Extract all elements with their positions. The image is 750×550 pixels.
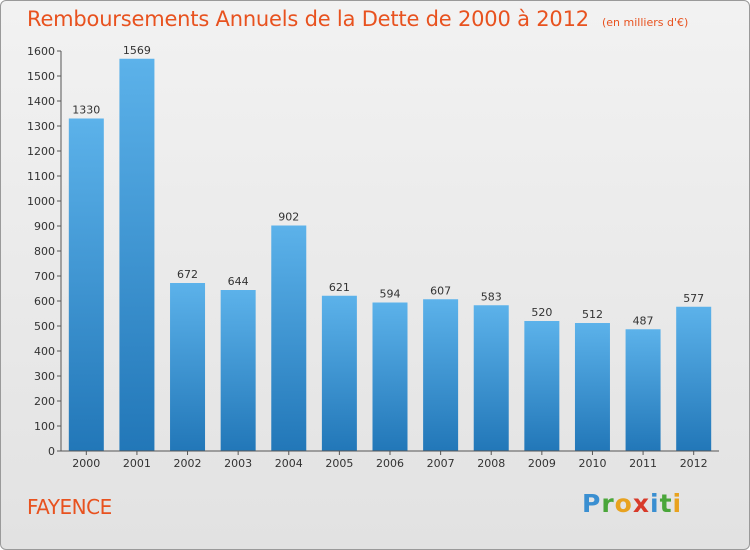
y-tick-label: 300 xyxy=(34,370,55,383)
x-tick-label: 2009 xyxy=(528,457,556,470)
bar xyxy=(625,329,661,451)
location-label: FAYENCE xyxy=(27,495,112,519)
data-label: 520 xyxy=(531,306,552,319)
bar xyxy=(574,323,610,451)
data-label: 607 xyxy=(430,284,451,297)
data-label: 644 xyxy=(228,275,249,288)
x-tick-label: 2003 xyxy=(224,457,252,470)
bar xyxy=(676,306,712,451)
y-tick-label: 400 xyxy=(34,345,55,358)
y-tick-label: 1200 xyxy=(27,145,55,158)
bar xyxy=(220,290,256,451)
data-label: 1330 xyxy=(72,104,100,117)
x-tick-label: 2008 xyxy=(477,457,505,470)
data-label: 1569 xyxy=(123,44,151,57)
y-tick-label: 100 xyxy=(34,420,55,433)
bar xyxy=(271,225,307,451)
bar xyxy=(423,299,459,451)
data-label: 487 xyxy=(633,314,654,327)
logo-letter: P xyxy=(582,489,602,518)
x-tick-label: 2006 xyxy=(376,457,404,470)
data-label: 594 xyxy=(380,288,401,301)
y-tick-label: 1600 xyxy=(27,45,55,58)
y-tick-label: 900 xyxy=(34,220,55,233)
bar xyxy=(119,58,155,451)
data-label: 512 xyxy=(582,308,603,321)
y-tick-label: 600 xyxy=(34,295,55,308)
chart-title-row: Remboursements Annuels de la Dette de 20… xyxy=(27,7,688,31)
y-tick-label: 0 xyxy=(48,445,55,458)
y-tick-label: 800 xyxy=(34,245,55,258)
logo-letter: x xyxy=(632,489,650,518)
chart-title: Remboursements Annuels de la Dette de 20… xyxy=(27,7,589,31)
x-tick-label: 2012 xyxy=(680,457,708,470)
x-tick-label: 2011 xyxy=(629,457,657,470)
logo-letter: i xyxy=(672,489,683,518)
y-tick-label: 1100 xyxy=(27,170,55,183)
data-label: 621 xyxy=(329,281,350,294)
bar xyxy=(170,283,206,451)
y-tick-label: 1000 xyxy=(27,195,55,208)
bar xyxy=(372,302,408,451)
logo-letter: t xyxy=(659,489,673,518)
x-tick-label: 2007 xyxy=(427,457,455,470)
y-tick-label: 1500 xyxy=(27,70,55,83)
y-tick-label: 1400 xyxy=(27,95,55,108)
y-tick-label: 700 xyxy=(34,270,55,283)
data-label: 672 xyxy=(177,268,198,281)
data-label: 577 xyxy=(683,292,704,305)
bar xyxy=(321,295,357,451)
x-tick-label: 2001 xyxy=(123,457,151,470)
x-tick-label: 2004 xyxy=(275,457,303,470)
x-tick-label: 2005 xyxy=(325,457,353,470)
proxiti-logo: Proxiti xyxy=(582,489,682,518)
logo-letter: o xyxy=(614,489,633,518)
data-label: 902 xyxy=(278,211,299,224)
bar xyxy=(524,321,560,451)
logo-letter: r xyxy=(601,489,615,518)
logo-letter: i xyxy=(650,489,660,518)
x-tick-label: 2000 xyxy=(72,457,100,470)
x-tick-label: 2010 xyxy=(578,457,606,470)
y-tick-label: 500 xyxy=(34,320,55,333)
x-tick-label: 2002 xyxy=(174,457,202,470)
bar xyxy=(473,305,509,451)
y-tick-label: 1300 xyxy=(27,120,55,133)
data-label: 583 xyxy=(481,290,502,303)
chart-subtitle: (en milliers d'€) xyxy=(602,16,689,29)
y-tick-label: 200 xyxy=(34,395,55,408)
bar xyxy=(68,118,104,451)
